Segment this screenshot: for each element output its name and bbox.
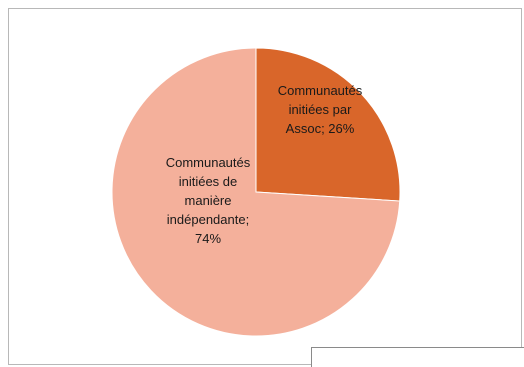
pie-slice-2 [111, 47, 401, 337]
slice-label-1: Communautés initiées par Assoc; 26% [278, 83, 363, 136]
slice-label-line: Communautés [166, 155, 251, 170]
legend-box [311, 347, 524, 367]
slice-label-line: initiées de [179, 174, 238, 189]
slice-label-line: Communautés [278, 83, 363, 98]
slice-label-line: 74% [195, 231, 221, 246]
slice-label-line: manière [185, 193, 232, 208]
slice-label-line: Assoc; 26% [286, 121, 355, 136]
slice-label-2: Communautés initiées de manière indépendant… [166, 155, 251, 246]
slice-label-line: initiées par [289, 102, 353, 117]
slice-label-line: indépendante; [167, 212, 249, 227]
pie-slice-1 [255, 47, 401, 202]
